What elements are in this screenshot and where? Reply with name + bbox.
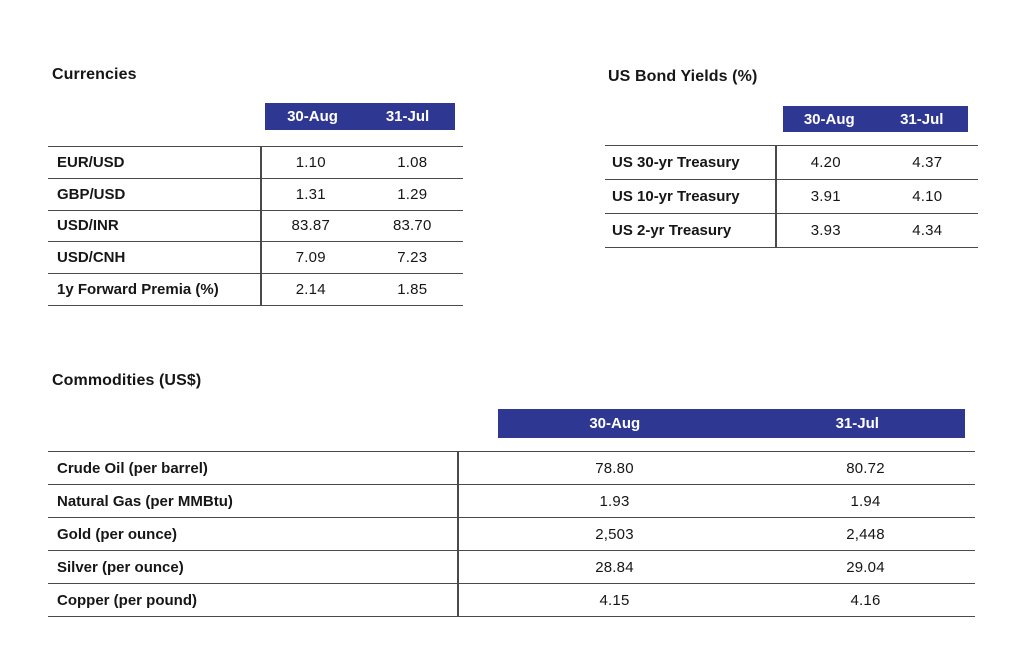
cell-value: 83.87 (291, 217, 331, 235)
cell-value: 29.04 (846, 558, 885, 576)
currencies-section: Currencies 30-Aug 31-Jul EUR/USD 1.10 1.… (48, 66, 463, 311)
cell-value: 1.94 (850, 492, 881, 510)
cell-value: 1.29 (397, 185, 428, 203)
cell-value: 83.70 (392, 217, 432, 235)
table-row: Copper (per pound) 4.15 4.16 (48, 584, 975, 617)
cell-value: 7.09 (295, 249, 326, 267)
column-divider (260, 147, 262, 306)
column-header-31-jul: 31-Jul (835, 415, 879, 432)
table-row: Gold (per ounce) 2,503 2,448 (48, 518, 975, 551)
table-row: USD/CNH 7.09 7.23 (48, 242, 463, 275)
commodities-section: Commodities (US$) 30-Aug 31-Jul Crude Oi… (48, 372, 975, 622)
cell-value: 1.31 (295, 185, 326, 203)
cell-value: 1.93 (599, 492, 630, 510)
cell-value: 80.72 (846, 459, 885, 477)
commodities-column-header-band: 30-Aug 31-Jul (498, 409, 965, 438)
table-row: US 30-yr Treasury 4.20 4.37 (605, 146, 978, 180)
table-row: US 2-yr Treasury 3.93 4.34 (605, 214, 978, 248)
table-row: USD/INR 83.87 83.70 (48, 211, 463, 243)
cell-value: 1.10 (295, 153, 326, 171)
cell-value: 4.10 (912, 188, 943, 205)
table-row: GBP/USD 1.31 1.29 (48, 179, 463, 211)
cell-value: 4.37 (912, 154, 943, 171)
currencies-table: EUR/USD 1.10 1.08 GBP/USD 1.31 1.29 USD/… (48, 146, 463, 306)
cell-value: 28.84 (595, 558, 634, 576)
cell-value: 2,448 (846, 525, 885, 543)
commodities-table: Crude Oil (per barrel) 78.80 80.72 Natur… (48, 451, 975, 617)
table-row: Crude Oil (per barrel) 78.80 80.72 (48, 452, 975, 485)
column-divider (775, 146, 777, 248)
column-header-30-aug: 30-Aug (287, 108, 338, 125)
row-label: US 30-yr Treasury (612, 154, 740, 171)
table-row: EUR/USD 1.10 1.08 (48, 147, 463, 179)
bond-yields-section: US Bond Yields (%) 30-Aug 31-Jul US 30-y… (605, 68, 978, 253)
currencies-title: Currencies (52, 66, 137, 83)
row-label: Natural Gas (per MMBtu) (57, 492, 233, 510)
table-row: 1y Forward Premia (%) 2.14 1.85 (48, 274, 463, 306)
cell-value: 4.16 (850, 591, 881, 609)
row-label: US 10-yr Treasury (612, 188, 740, 205)
bond-yields-title: US Bond Yields (%) (608, 68, 758, 85)
cell-value: 1.85 (397, 281, 428, 299)
row-label: 1y Forward Premia (%) (57, 281, 219, 299)
bond-yields-column-header-band: 30-Aug 31-Jul (783, 106, 968, 132)
cell-value: 2,503 (595, 525, 634, 543)
column-header-31-jul: 31-Jul (900, 110, 944, 128)
commodities-title: Commodities (US$) (52, 372, 202, 389)
cell-value: 2.14 (295, 281, 326, 299)
row-label: USD/CNH (57, 249, 126, 267)
row-label: USD/INR (57, 217, 119, 235)
row-label: Gold (per ounce) (57, 525, 177, 543)
table-row: Natural Gas (per MMBtu) 1.93 1.94 (48, 485, 975, 518)
column-header-30-aug: 30-Aug (589, 415, 641, 432)
row-label: EUR/USD (57, 153, 125, 171)
cell-value: 4.34 (912, 222, 943, 239)
currencies-column-header-band: 30-Aug 31-Jul (265, 103, 455, 130)
row-label: US 2-yr Treasury (612, 222, 732, 239)
cell-value: 4.15 (599, 591, 630, 609)
column-divider (457, 452, 459, 617)
cell-value: 7.23 (397, 249, 428, 267)
cell-value: 4.20 (810, 154, 841, 171)
column-header-30-aug: 30-Aug (803, 110, 855, 128)
table-row: Silver (per ounce) 28.84 29.04 (48, 551, 975, 584)
bond-yields-table: US 30-yr Treasury 4.20 4.37 US 10-yr Tre… (605, 145, 978, 248)
cell-value: 78.80 (595, 459, 634, 477)
row-label: Copper (per pound) (57, 591, 197, 609)
row-label: GBP/USD (57, 185, 126, 203)
cell-value: 1.08 (397, 153, 428, 171)
column-header-31-jul: 31-Jul (385, 108, 430, 125)
cell-value: 3.91 (810, 188, 841, 205)
cell-value: 3.93 (810, 222, 841, 239)
row-label: Silver (per ounce) (57, 558, 184, 576)
row-label: Crude Oil (per barrel) (57, 459, 208, 477)
table-row: US 10-yr Treasury 3.91 4.10 (605, 180, 978, 214)
